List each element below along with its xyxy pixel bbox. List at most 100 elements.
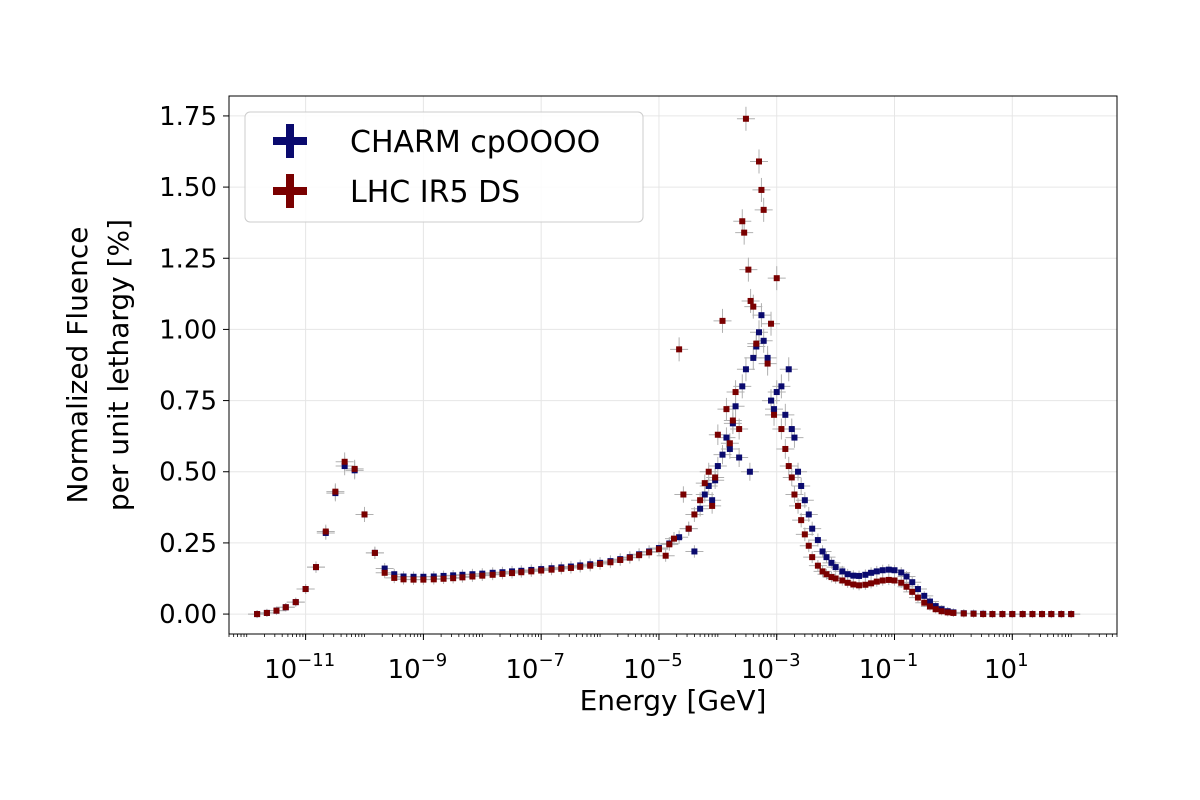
x-tick-label: 10−7	[505, 650, 565, 685]
data-point-charm	[798, 482, 805, 489]
x-axis-ticks: 10−11 10−9 10−7 10−5 10−3 10−1 101	[228, 634, 1118, 685]
data-point-charm	[856, 572, 863, 579]
data-point-charm	[814, 537, 821, 544]
data-point-lhc	[558, 565, 565, 572]
y-axis-ticks: 0.00 0.25 0.50 0.75 1.00 1.25 1.50 1.75	[159, 102, 229, 630]
data-point-lhc	[1048, 611, 1055, 618]
data-point-lhc	[856, 582, 863, 589]
data-point-lhc	[814, 562, 821, 569]
data-point-charm	[832, 564, 839, 571]
data-point-charm	[732, 403, 739, 410]
data-point-lhc	[273, 607, 280, 614]
data-point-charm	[742, 366, 749, 373]
data-point-lhc	[926, 603, 933, 610]
data-point-charm	[701, 491, 708, 498]
data-point-lhc	[282, 604, 289, 611]
data-point-charm	[788, 426, 795, 433]
data-point-charm	[862, 571, 869, 578]
data-point-lhc	[479, 572, 486, 579]
data-point-charm	[691, 548, 698, 555]
data-point-charm	[844, 571, 851, 578]
data-point-lhc	[885, 576, 892, 583]
data-point-lhc	[932, 606, 939, 613]
data-point-charm	[771, 406, 778, 413]
data-point-lhc	[587, 562, 594, 569]
data-point-lhc	[626, 554, 633, 561]
data-point-lhc	[801, 531, 808, 538]
y-tick-label: 1.50	[159, 173, 217, 203]
y-tick-label: 0.00	[159, 600, 217, 630]
legend-label-lhc: LHC IR5 DS	[350, 175, 520, 210]
data-point-lhc	[844, 579, 851, 586]
data-point-lhc	[371, 549, 378, 556]
data-point-lhc	[782, 445, 789, 452]
data-point-lhc	[879, 577, 886, 584]
data-point-lhc	[636, 552, 643, 559]
y-tick-label: 1.25	[159, 244, 217, 274]
data-point-lhc	[1029, 611, 1036, 618]
data-point-lhc	[1019, 611, 1026, 618]
data-point-lhc	[760, 206, 767, 213]
data-point-lhc	[805, 542, 812, 549]
data-point-lhc	[617, 556, 624, 563]
data-point-lhc	[989, 611, 996, 618]
y-tick-label: 0.75	[159, 387, 217, 417]
data-point-charm	[760, 337, 767, 344]
data-point-lhc	[685, 525, 692, 532]
data-point-lhc	[381, 569, 388, 576]
data-point-lhc	[518, 569, 525, 576]
data-point-charm	[381, 565, 388, 572]
data-point-lhc	[1009, 611, 1016, 618]
data-point-charm	[873, 568, 880, 575]
data-point-charm	[719, 451, 726, 458]
data-point-charm	[773, 389, 780, 396]
data-point-lhc	[332, 488, 339, 495]
data-point-charm	[828, 559, 835, 566]
data-point-lhc	[607, 559, 614, 566]
data-point-charm	[903, 573, 910, 580]
legend-box	[244, 111, 644, 223]
data-point-lhc	[778, 426, 785, 433]
data-point-lhc	[798, 517, 805, 524]
data-point-charm	[885, 566, 892, 573]
data-point-charm	[879, 567, 886, 574]
data-point-lhc	[697, 497, 704, 504]
data-point-charm	[932, 603, 939, 610]
y-tick-label: 0.25	[159, 529, 217, 559]
data-point-lhc	[1058, 611, 1065, 618]
data-point-lhc	[938, 608, 945, 615]
legend-marker-charm	[273, 124, 307, 158]
data-point-lhc	[712, 474, 719, 481]
data-point-lhc	[891, 577, 898, 584]
data-point-lhc	[791, 491, 798, 498]
data-point-lhc	[450, 575, 457, 582]
data-point-charm	[756, 329, 763, 336]
data-point-lhc	[868, 580, 875, 587]
data-point-charm	[782, 411, 789, 418]
data-point-charm	[801, 497, 808, 504]
data-point-lhc	[676, 346, 683, 353]
data-point-charm	[768, 397, 775, 404]
data-point-lhc	[742, 115, 749, 122]
data-point-charm	[758, 312, 765, 319]
data-point-charm	[739, 383, 746, 390]
data-point-lhc	[739, 218, 746, 225]
data-point-lhc	[921, 599, 928, 606]
data-point-lhc	[944, 609, 951, 616]
data-point-lhc	[430, 576, 437, 583]
y-tick-label: 0.50	[159, 458, 217, 488]
data-point-lhc	[577, 563, 584, 570]
data-point-lhc	[548, 566, 555, 573]
data-point-lhc	[785, 463, 792, 470]
data-point-lhc	[302, 586, 309, 593]
data-point-charm	[778, 383, 785, 390]
data-point-lhc	[1068, 611, 1075, 618]
data-point-lhc	[391, 574, 398, 581]
data-point-lhc	[809, 554, 816, 561]
y-axis-label-line2: per unit lethargy [%]	[102, 219, 135, 511]
data-point-charm	[723, 434, 730, 441]
data-point-lhc	[773, 275, 780, 282]
data-point-lhc	[1039, 611, 1046, 618]
data-point-charm	[891, 567, 898, 574]
